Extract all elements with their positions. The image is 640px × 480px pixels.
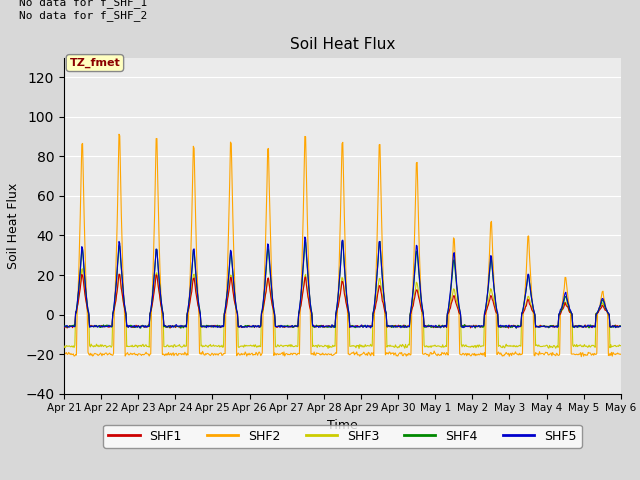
Legend: SHF1, SHF2, SHF3, SHF4, SHF5: SHF1, SHF2, SHF3, SHF4, SHF5 (103, 425, 582, 448)
Text: No data for f_SHF_1
No data for f_SHF_2: No data for f_SHF_1 No data for f_SHF_2 (19, 0, 148, 21)
Title: Soil Heat Flux: Soil Heat Flux (290, 37, 395, 52)
X-axis label: Time: Time (327, 419, 358, 432)
Y-axis label: Soil Heat Flux: Soil Heat Flux (6, 182, 20, 269)
Text: TZ_fmet: TZ_fmet (70, 58, 120, 68)
